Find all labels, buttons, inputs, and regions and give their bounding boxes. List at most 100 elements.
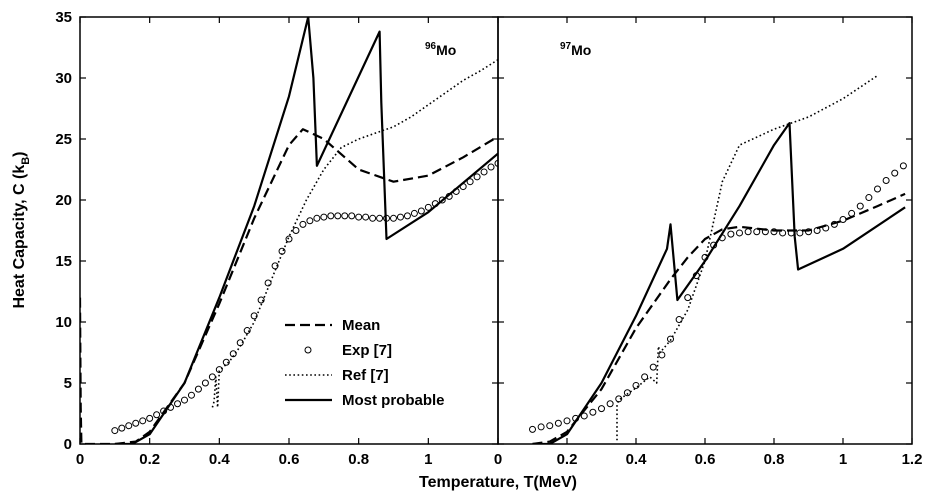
data-point — [753, 228, 761, 236]
x-tick-label: 0 — [494, 451, 502, 468]
data-point — [856, 202, 864, 210]
data-point — [473, 173, 481, 181]
y-tick-label: 5 — [64, 375, 72, 392]
series-line-ref-7 — [616, 74, 878, 441]
data-point — [264, 279, 272, 287]
data-point — [111, 427, 119, 435]
data-point — [285, 235, 293, 243]
y-tick-label: 0 — [64, 436, 72, 453]
series-line-most-probable — [532, 121, 906, 444]
data-point — [376, 214, 384, 222]
x-tick-label: 0.4 — [209, 451, 231, 468]
y-tick-label: 30 — [55, 70, 72, 87]
x-tick-label: 1.2 — [902, 451, 923, 468]
data-point — [658, 351, 666, 359]
series-line-most-probable — [114, 17, 498, 444]
y-tick-label: 10 — [55, 314, 72, 331]
plot-area — [80, 17, 498, 444]
data-point — [598, 405, 605, 413]
isotope-mass: 96 — [425, 41, 437, 52]
data-point — [201, 379, 209, 387]
axis-labels: Temperature, T(MeV) Heat Capacity, C (kB) — [11, 151, 577, 491]
data-point — [537, 423, 545, 431]
isotope-label: 96Mo — [425, 41, 456, 58]
data-point — [882, 176, 890, 184]
data-point — [839, 216, 847, 224]
right-panel-97mo: 0 0.2 0.4 0.6 0.8 1 1.2 97Mo — [494, 16, 923, 468]
legend-label: Mean — [342, 317, 380, 334]
x-tick-label: 0.8 — [764, 451, 785, 468]
data-point — [623, 389, 631, 397]
y-tick-label: 15 — [55, 253, 72, 270]
y-tick-label: 25 — [55, 131, 72, 148]
data-point — [139, 417, 147, 425]
data-point — [830, 220, 838, 228]
data-point — [348, 212, 356, 220]
x-axis-label: Temperature, T(MeV) — [419, 474, 577, 491]
data-point — [822, 224, 830, 232]
data-point — [554, 419, 562, 427]
data-point — [292, 227, 300, 234]
data-point — [417, 207, 425, 215]
data-point — [118, 424, 126, 432]
data-point — [761, 228, 769, 236]
data-point — [313, 214, 321, 222]
plot-frame — [497, 16, 913, 445]
x-tick-label: 1 — [424, 451, 432, 468]
data-point — [813, 227, 821, 234]
data-point — [125, 422, 133, 430]
x-tick-label: 0.6 — [695, 451, 716, 468]
data-point — [390, 214, 397, 222]
series-line-mean — [532, 192, 906, 444]
series-line-ref-7 — [211, 59, 498, 409]
data-point — [606, 400, 614, 408]
y-tick-label: 20 — [55, 192, 72, 209]
data-point — [899, 162, 907, 170]
data-point — [222, 358, 230, 366]
data-point — [327, 212, 335, 220]
isotope-element: Mo — [571, 42, 591, 58]
isotope-label: 97Mo — [560, 41, 591, 58]
data-point — [403, 212, 411, 220]
y-axis-label-sub: B — [20, 157, 32, 165]
data-point — [153, 411, 161, 419]
data-point — [874, 185, 881, 193]
x-tick-label: 0.8 — [348, 451, 369, 468]
data-point — [805, 228, 812, 236]
data-point — [396, 213, 404, 221]
legend-item: Mean — [285, 317, 380, 334]
x-tick-label: 0.2 — [139, 451, 160, 468]
data-point — [341, 212, 349, 220]
y-axis-label: Heat Capacity, C (kB) — [11, 151, 32, 308]
data-point — [480, 168, 488, 176]
data-point — [796, 229, 804, 237]
data-point — [355, 213, 363, 221]
data-point — [736, 229, 743, 237]
y-axis-label-main: Heat Capacity, C (k — [11, 165, 28, 309]
data-point — [667, 335, 674, 343]
data-point — [632, 381, 640, 389]
data-point — [320, 213, 328, 221]
data-point — [529, 425, 536, 433]
data-point — [208, 373, 216, 381]
data-point — [546, 422, 554, 430]
data-point — [424, 203, 432, 211]
data-point — [187, 391, 195, 399]
legend-item: Exp [7] — [304, 342, 392, 359]
plot-area — [529, 74, 907, 444]
x-tick-label: 0.6 — [279, 451, 300, 468]
data-point — [744, 228, 752, 236]
plot-frame — [79, 16, 499, 445]
data-point — [641, 373, 649, 381]
legend-marker — [304, 346, 312, 354]
x-tick-label: 1 — [839, 451, 847, 468]
legend-label: Ref [7] — [342, 367, 389, 384]
x-tick-label: 0.4 — [626, 451, 648, 468]
data-point — [306, 217, 314, 225]
legend: Mean Exp [7] Ref [7] Most probable — [285, 317, 445, 409]
data-point — [334, 212, 342, 220]
data-point — [779, 229, 787, 237]
series-line-mean — [80, 128, 498, 444]
